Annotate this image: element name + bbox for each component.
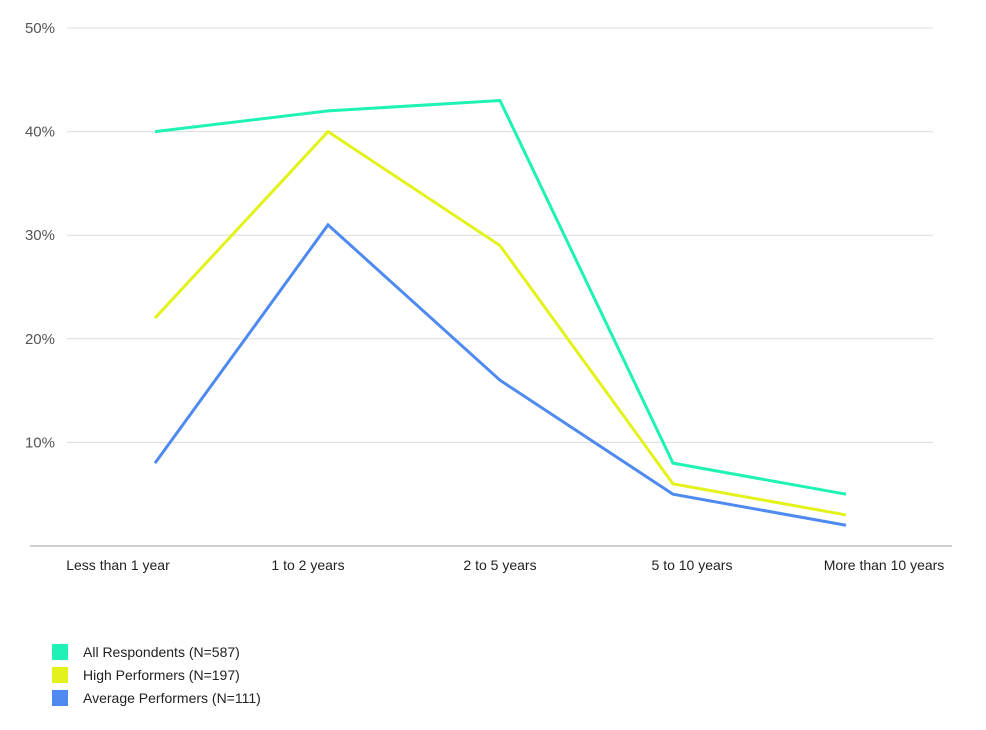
legend: All Respondents (N=587) High Performers … <box>52 640 261 709</box>
x-tick-label: More than 10 years <box>824 557 945 573</box>
legend-swatch <box>52 643 68 660</box>
series-line-2 <box>153 222 847 527</box>
x-tick-label: Less than 1 year <box>66 557 170 573</box>
series-line-1 <box>153 129 847 517</box>
y-tick-label: 40% <box>25 124 55 141</box>
series-line-0 <box>154 98 847 496</box>
y-tick-label: 20% <box>25 331 55 348</box>
x-tick-label: 1 to 2 years <box>271 557 344 573</box>
legend-item: All Respondents (N=587) <box>52 640 261 663</box>
legend-swatch <box>52 689 68 706</box>
line-chart: 10% 20% 30% 40% 50% Less than 1 year 1 t… <box>25 20 952 573</box>
legend-swatch <box>52 666 68 683</box>
legend-label: High Performers (N=197) <box>83 666 240 683</box>
y-tick-label: 10% <box>25 434 55 451</box>
legend-item: High Performers (N=197) <box>52 663 261 686</box>
x-tick-label: 2 to 5 years <box>463 557 536 573</box>
legend-item: Average Performers (N=111) <box>52 686 261 709</box>
legend-label: All Respondents (N=587) <box>83 643 240 660</box>
series-lines <box>153 98 847 527</box>
y-tick-label: 30% <box>25 227 55 244</box>
y-tick-label: 50% <box>25 20 55 37</box>
x-tick-label: 5 to 10 years <box>652 557 733 573</box>
legend-label: Average Performers (N=111) <box>83 689 261 706</box>
gridlines <box>67 27 933 443</box>
y-axis: 10% 20% 30% 40% 50% <box>25 20 55 451</box>
x-axis: Less than 1 year 1 to 2 years 2 to 5 yea… <box>66 557 944 573</box>
